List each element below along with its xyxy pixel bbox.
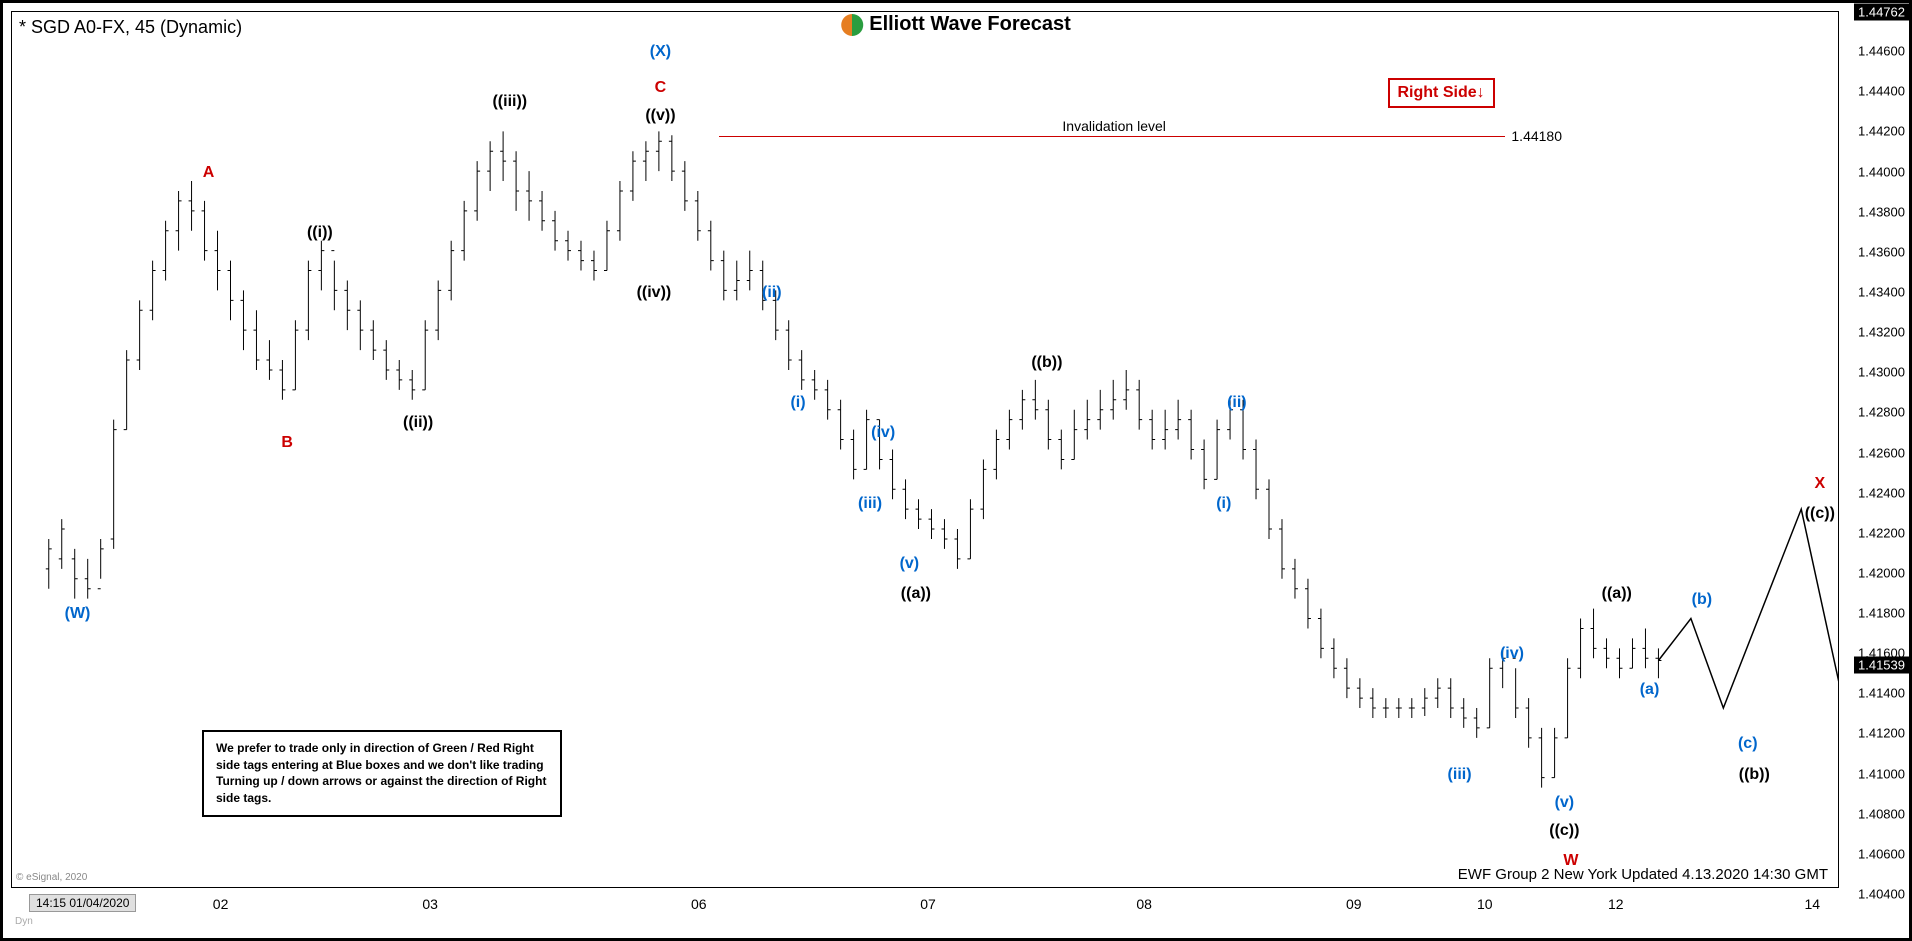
wave-label: ((a)) [901,585,931,603]
wave-label: ((a)) [1602,585,1632,603]
wave-label: (i) [790,394,805,412]
wave-label: ((c)) [1549,822,1579,840]
y-tick: 1.43600 [1858,244,1905,259]
wave-label: (iv) [1500,645,1524,663]
y-axis: 1.404001.406001.408001.410001.412001.414… [1841,11,1909,888]
y-tick: 1.40600 [1858,846,1905,861]
wave-label: (iv) [871,424,895,442]
y-tick: 1.44200 [1858,124,1905,139]
y-tick: 1.41200 [1858,726,1905,741]
wave-label: (v) [900,555,920,573]
y-tick: 1.42400 [1858,485,1905,500]
dyn-label: Dyn [15,916,33,927]
footer-text: EWF Group 2 New York Updated 4.13.2020 1… [1458,866,1828,883]
wave-label: (ii) [1227,394,1247,412]
wave-label: ((i)) [307,224,333,242]
wave-label: W [1563,852,1578,870]
down-arrow-icon: ↓ [1477,84,1485,101]
invalidation-label: Invalidation level [1062,118,1166,134]
y-tick: 1.42600 [1858,445,1905,460]
wave-label: ((iv)) [637,284,672,302]
x-tick: 02 [213,896,229,912]
x-tick: 10 [1477,896,1493,912]
invalidation-value: 1.44180 [1511,128,1562,144]
x-tick: 09 [1346,896,1362,912]
x-axis: Dyn 02 03 06 07 08 09 10 12 14 14:15 01/04/2020 [11,890,1839,938]
x-tick: 07 [920,896,936,912]
chart-plot-area[interactable]: Invalidation level 1.44180 Right Side↓ W… [11,11,1839,888]
wave-label: ((v)) [645,107,675,125]
x-tick: 06 [691,896,707,912]
right-side-text: Right Side [1398,84,1477,101]
y-tick: 1.40400 [1858,887,1905,902]
invalidation-line [719,136,1505,137]
wave-label: (i) [1216,495,1231,513]
y-tick: 1.42800 [1858,405,1905,420]
x-tick: 14 [1804,896,1820,912]
top-price-flag: 1.44762 [1854,4,1909,21]
wave-label: ((b)) [1031,354,1062,372]
watermark: © eSignal, 2020 [16,872,87,883]
wave-label: X [1814,475,1825,493]
y-tick: 1.40800 [1858,806,1905,821]
wave-label: (v) [1555,794,1575,812]
wave-label: (X) [650,43,671,61]
y-tick: 1.43000 [1858,365,1905,380]
wave-label: A [203,164,215,182]
chart-container: * SGD A0-FX, 45 (Dynamic) Elliott Wave F… [0,0,1912,941]
y-tick: 1.41000 [1858,766,1905,781]
x-tick: 08 [1136,896,1152,912]
disclaimer-box: We prefer to trade only in direction of … [202,730,562,817]
wave-label: C [655,79,667,97]
y-tick: 1.43400 [1858,284,1905,299]
wave-label: B [281,434,293,452]
y-tick: 1.41800 [1858,606,1905,621]
wave-label: (ii) [762,284,782,302]
wave-label: ((ii)) [403,414,433,432]
wave-label: (a) [1640,681,1660,699]
x-tick: 12 [1608,896,1624,912]
time-box: 14:15 01/04/2020 [29,894,136,912]
wave-label: ((iii)) [492,93,527,111]
y-tick: 1.42200 [1858,525,1905,540]
y-tick: 1.43200 [1858,325,1905,340]
y-tick: 1.42000 [1858,565,1905,580]
y-tick: 1.43800 [1858,204,1905,219]
wave-label: (c) [1738,735,1758,753]
y-tick: 1.44400 [1858,84,1905,99]
y-tick: 1.44000 [1858,164,1905,179]
wave-label: (iii) [858,495,882,513]
y-tick: 1.41400 [1858,686,1905,701]
wave-label: ((b)) [1739,766,1770,784]
wave-label: (W) [65,605,91,623]
wave-label: (b) [1692,591,1712,609]
x-tick: 03 [422,896,438,912]
wave-label: (iii) [1448,766,1472,784]
current-price-flag: 1.41539 [1854,657,1909,674]
wave-label: ((c)) [1805,505,1835,523]
y-tick: 1.44600 [1858,44,1905,59]
right-side-tag: Right Side↓ [1388,78,1495,108]
